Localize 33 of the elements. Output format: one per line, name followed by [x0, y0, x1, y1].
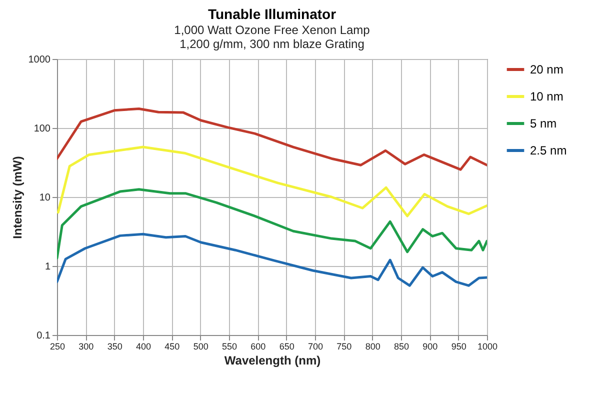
x-tick-label: 900 — [422, 342, 438, 352]
y-tick-label: 1 — [44, 262, 51, 272]
x-tick-label: 550 — [222, 342, 238, 352]
legend-label: 2.5 nm — [530, 144, 567, 158]
line-series — [57, 108, 487, 171]
x-tick-label: 450 — [164, 342, 180, 352]
y-tick-label: 1000 — [28, 54, 51, 66]
y-tick-label: 10 — [39, 192, 51, 204]
line-series — [57, 146, 487, 218]
y-axis-title: Intensity (mW) — [10, 156, 24, 239]
x-tick-label: 750 — [336, 342, 352, 352]
x-tick-label: 1000 — [477, 342, 498, 352]
x-tick-label: 950 — [451, 342, 466, 352]
x-tick-label: 250 — [50, 342, 66, 352]
y-tick-label: 100 — [34, 124, 51, 134]
legend-label: 10 nm — [530, 90, 564, 104]
chart-title: Tunable Illuminator — [208, 6, 337, 22]
legend-label: 5 nm — [530, 116, 557, 130]
x-tick-label: 350 — [107, 342, 122, 352]
x-tick-label: 700 — [308, 342, 324, 352]
x-tick-label: 800 — [365, 342, 380, 352]
chart-subtitle: 1,000 Watt Ozone Free Xenon Lamp 1,200 g/mm, 300 nm blaze Grating — [174, 23, 370, 51]
x-tick-label: 500 — [193, 342, 208, 352]
x-tick-label: 600 — [250, 342, 266, 352]
line-series — [57, 232, 487, 287]
x-tick-label: 300 — [78, 342, 94, 352]
x-axis-title: Wavelength (nm) — [224, 354, 321, 368]
x-tick-label: 650 — [279, 342, 294, 352]
line-series — [57, 188, 487, 260]
legend-label: 20 nm — [530, 62, 564, 76]
y-tick-label: 0.1 — [36, 330, 51, 342]
x-tick-label: 400 — [136, 342, 152, 352]
x-tick-label: 850 — [394, 342, 410, 352]
